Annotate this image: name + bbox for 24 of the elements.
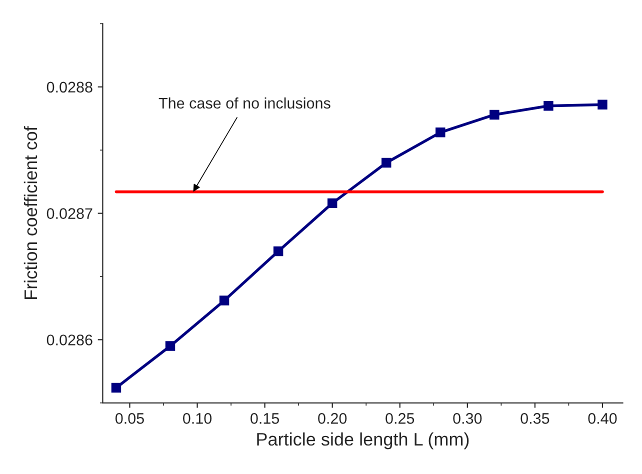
point: [544, 101, 554, 111]
point: [165, 341, 176, 351]
y-tick-label: 0.0288: [46, 82, 92, 93]
point: [598, 100, 608, 110]
y-axis-title: Friction coefficient cof: [24, 126, 38, 299]
y-tick-label: 0.0287: [46, 208, 92, 219]
y-tick-label: 0.0286: [46, 334, 92, 346]
x-tick-label: 0.05: [115, 413, 144, 424]
point: [436, 128, 446, 138]
point: [273, 246, 284, 256]
x-tick-label: 0.30: [453, 413, 482, 424]
point: [327, 198, 338, 208]
point: [382, 158, 392, 168]
x-tick-label: 0.40: [588, 413, 617, 424]
point: [219, 296, 230, 306]
x-tick-label: 0.15: [250, 413, 280, 424]
x-tick-label: 0.35: [520, 413, 550, 424]
point: [111, 382, 122, 393]
x-tick-label: 0.20: [318, 413, 347, 424]
x-axis-title: Particle side length L (mm): [257, 432, 469, 450]
annotation: The case of no inclusions: [158, 97, 330, 109]
point: [490, 110, 500, 120]
x-tick-label: 0.10: [183, 413, 212, 424]
x-tick-label: 0.25: [386, 413, 414, 424]
